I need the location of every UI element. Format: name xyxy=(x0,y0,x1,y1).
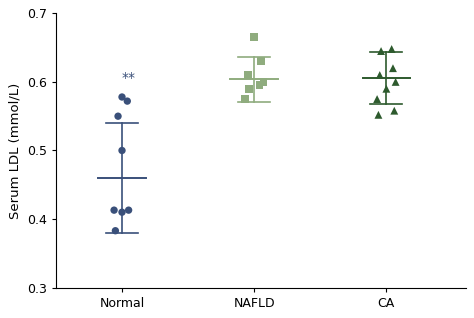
Point xyxy=(391,108,398,113)
Point xyxy=(376,73,383,78)
Point xyxy=(244,73,251,78)
Text: **: ** xyxy=(122,71,136,85)
Point xyxy=(260,80,267,85)
Point xyxy=(377,49,385,54)
Point xyxy=(257,59,264,64)
Y-axis label: Serum LDL (mmol/L): Serum LDL (mmol/L) xyxy=(9,82,21,218)
Point xyxy=(389,66,397,71)
Point xyxy=(118,210,126,215)
Point xyxy=(255,83,263,88)
Point xyxy=(250,35,258,40)
Point xyxy=(114,114,122,119)
Point xyxy=(111,228,119,233)
Point xyxy=(383,86,390,91)
Point xyxy=(241,96,249,101)
Point xyxy=(125,208,132,213)
Point xyxy=(388,46,395,52)
Point xyxy=(392,80,400,85)
Point xyxy=(245,86,253,91)
Point xyxy=(374,96,381,101)
Point xyxy=(374,112,382,117)
Point xyxy=(124,99,131,104)
Point xyxy=(118,94,126,100)
Point xyxy=(110,208,118,213)
Point xyxy=(118,148,126,153)
